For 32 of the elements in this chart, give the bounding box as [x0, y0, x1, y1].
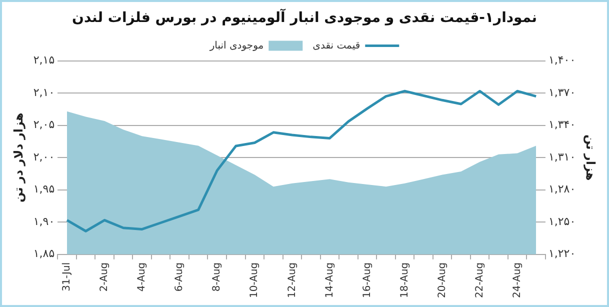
- y-tick-label: ۱,۹۰: [33, 214, 55, 228]
- legend-label: موجودی انبار: [208, 40, 264, 52]
- x-tick-label: 6-Aug: [174, 262, 186, 292]
- y-tick-label: ۲,۱۰: [33, 86, 55, 99]
- x-tick-label: 31-Jul: [62, 262, 73, 292]
- y-axis-title: هزار دلار در تن: [11, 112, 26, 202]
- x-tick-label: 14-Aug: [324, 262, 336, 298]
- y-tick-label: ۲,۱۵: [33, 54, 55, 67]
- x-tick-label: 24-Aug: [512, 262, 523, 298]
- x-tick-label: 4-Aug: [136, 262, 148, 292]
- x-tick-label: 22-Aug: [474, 262, 486, 298]
- legend-label: قیمت نقدی: [312, 40, 360, 52]
- x-tick-label: 2-Aug: [99, 262, 110, 292]
- y2-tick-label: ۱,۳۴۰: [548, 118, 576, 132]
- y2-axis-title: هزار تن: [584, 134, 598, 181]
- y2-tick-label: ۱,۳۱۰: [548, 150, 576, 164]
- x-tick-label: 12-Aug: [286, 262, 298, 298]
- y2-tick-label: ۱,۴۰۰: [548, 54, 576, 67]
- y-tick-label: ۲,۰۰: [33, 150, 55, 164]
- x-tick-label: 16-Aug: [362, 262, 373, 298]
- x-tick-label: 18-Aug: [399, 262, 410, 298]
- x-tick-label: 10-Aug: [249, 262, 260, 298]
- y-tick-label: ۲,۰۵: [33, 118, 55, 132]
- y2-tick-label: ۱,۲۸۰: [548, 182, 576, 196]
- y-tick-label: ۱,۸۵: [33, 247, 55, 260]
- x-tick-label: 8-Aug: [212, 262, 223, 292]
- y-tick-label: ۱,۹۵: [33, 182, 55, 196]
- chart-title: نمودار۱-قیمت نقدی و موجودی انبار آلومینیوم در بورس فلزات لندن: [72, 8, 537, 26]
- y2-tick-label: ۱,۲۵۰: [548, 214, 576, 228]
- y2-tick-label: ۱,۲۲۰: [548, 247, 576, 260]
- y2-tick-label: ۱,۳۷۰: [548, 86, 576, 99]
- x-tick-label: 20-Aug: [436, 262, 448, 298]
